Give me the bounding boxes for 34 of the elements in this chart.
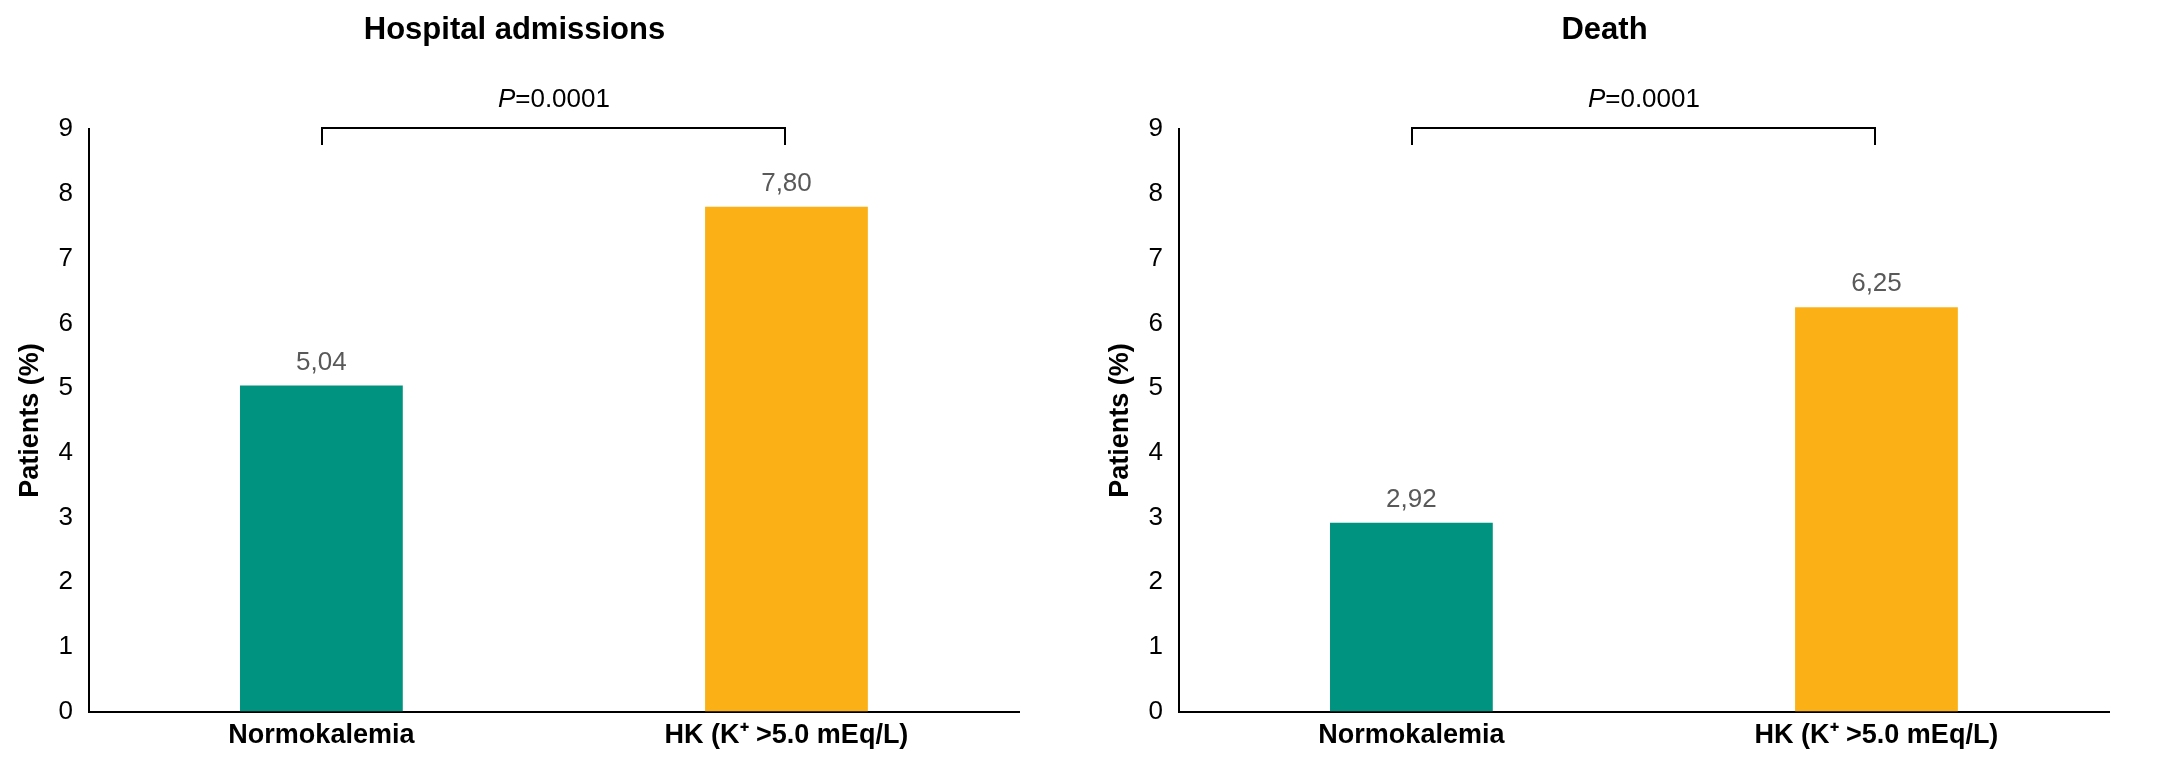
y-tick-label: 7 <box>1148 241 1163 272</box>
y-tick-label: 2 <box>1148 565 1163 596</box>
y-tick-label: 6 <box>58 306 73 337</box>
y-axis-title: Patients (%) <box>1103 343 1134 498</box>
y-tick-label: 8 <box>1148 177 1163 208</box>
data-label: 2,92 <box>1386 482 1437 513</box>
y-tick-label: 3 <box>58 500 73 531</box>
text: P=0.0001 <box>1587 83 1700 114</box>
data-label: 7,80 <box>761 167 812 198</box>
y-tick-label: 0 <box>58 694 73 725</box>
y-tick-label: 9 <box>1148 112 1163 143</box>
text: P=0.0001 <box>497 83 610 114</box>
y-tick-label: 7 <box>58 241 73 272</box>
y-tick-label: 4 <box>1148 435 1163 466</box>
y-tick-label: 9 <box>58 112 73 143</box>
y-tick-label: 4 <box>58 435 73 466</box>
y-tick-label: 8 <box>58 177 73 208</box>
y-tick-label: 1 <box>1148 630 1163 661</box>
x-tick-label: HK (K⁺ >5.0 mEq/L) <box>664 719 909 750</box>
y-tick-label: 3 <box>1148 500 1163 531</box>
chart-title: Death <box>1561 11 1648 47</box>
x-tick-label: Normokalemia <box>1318 719 1506 750</box>
data-label: 5,04 <box>296 345 347 376</box>
y-tick-label: 2 <box>58 565 73 596</box>
y-axis-title: Patients (%) <box>13 343 44 498</box>
chart-title: Hospital admissions <box>363 11 666 47</box>
data-label: 6,25 <box>1851 267 1902 298</box>
y-tick-label: 5 <box>58 371 73 402</box>
y-tick-label: 6 <box>1148 306 1163 337</box>
x-tick-label: Normokalemia <box>228 719 416 750</box>
y-tick-label: 0 <box>1148 694 1163 725</box>
x-tick-label: HK (K⁺ >5.0 mEq/L) <box>1754 719 1999 750</box>
y-tick-label: 1 <box>58 630 73 661</box>
y-tick-label: 5 <box>1148 371 1163 402</box>
